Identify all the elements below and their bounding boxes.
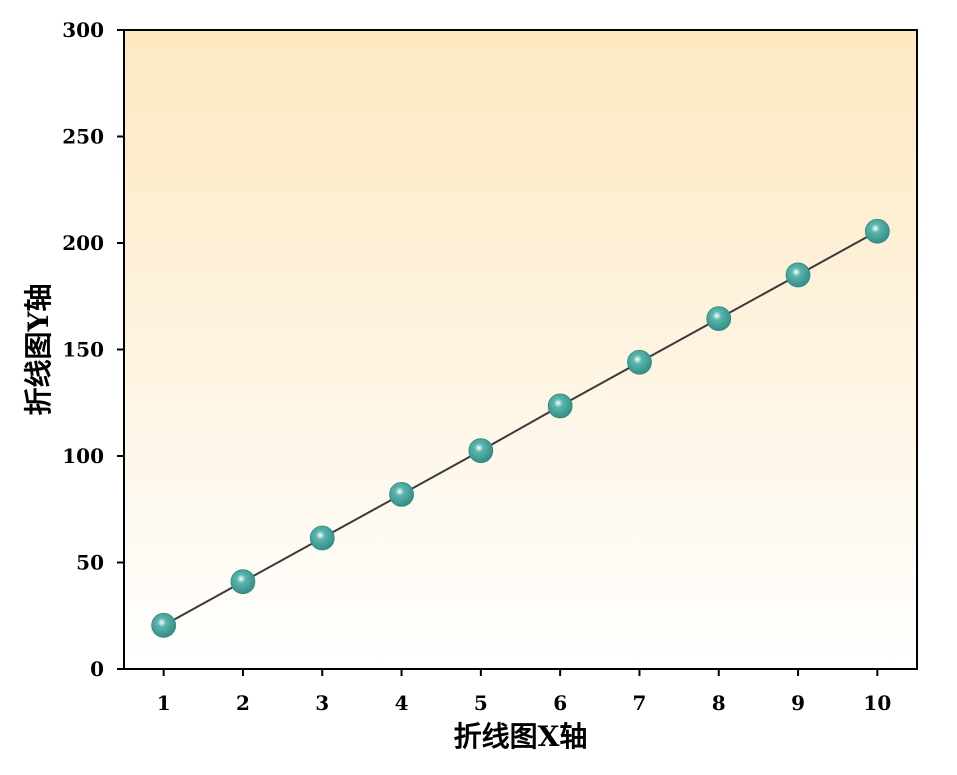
plot-area <box>124 30 917 669</box>
x-tick-label: 7 <box>632 691 646 715</box>
data-point <box>785 262 811 288</box>
x-tick-label: 3 <box>315 691 329 715</box>
x-tick-label: 6 <box>553 691 567 715</box>
series-line <box>163 230 878 627</box>
axes: 0 50 100 150 200 250 300 1 2 3 4 5 6 7 8 9 10 <box>62 18 891 715</box>
y-tick-label: 100 <box>62 444 104 468</box>
y-tick-label: 200 <box>62 231 104 255</box>
data-point <box>389 481 414 507</box>
data-point <box>309 525 335 551</box>
x-tick-label: 10 <box>863 691 891 715</box>
x-tick-label: 2 <box>236 691 250 715</box>
y-tick-label: 0 <box>90 657 104 681</box>
data-point <box>627 349 652 375</box>
data-point <box>230 569 256 595</box>
y-tick-label: 300 <box>62 18 104 42</box>
x-tick-label: 4 <box>395 691 409 715</box>
y-tick-label: 150 <box>62 338 104 362</box>
y-axis-title: 折线图Y轴 <box>22 284 55 416</box>
x-tick-label: 5 <box>474 691 488 715</box>
chart-marks <box>151 218 890 638</box>
data-point <box>706 306 732 332</box>
x-tick-label: 8 <box>712 691 726 715</box>
x-tick-label: 9 <box>791 691 805 715</box>
data-point <box>547 393 573 419</box>
data-point <box>468 438 494 464</box>
x-axis-title: 折线图X轴 <box>454 720 588 753</box>
y-tick-label: 50 <box>76 551 104 575</box>
data-point <box>151 612 177 638</box>
data-point <box>864 218 890 244</box>
y-tick-label: 250 <box>62 125 104 149</box>
x-tick-label: 1 <box>157 691 171 715</box>
